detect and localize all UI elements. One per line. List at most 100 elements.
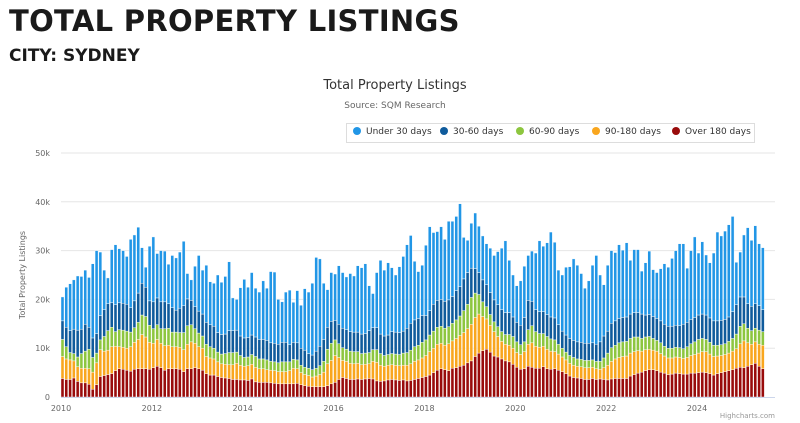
bar-60-90-days xyxy=(549,338,553,352)
bar-90-180-days xyxy=(545,348,549,369)
bar-90-180-days xyxy=(605,365,610,381)
bar-60-90-days xyxy=(128,331,133,347)
bar-over-180-days xyxy=(526,366,530,398)
bar-over-180-days xyxy=(269,382,273,398)
bar-90-180-days xyxy=(390,364,394,380)
bar-30-60-days xyxy=(473,268,477,294)
bar-90-180-days xyxy=(128,346,133,372)
bar-over-180-days xyxy=(666,374,670,398)
bar-90-180-days xyxy=(68,359,72,380)
bar-over-180-days xyxy=(178,368,182,398)
bar-30-60-days xyxy=(280,342,284,363)
bar-30-60-days xyxy=(753,303,757,329)
bar-over-180-days xyxy=(98,376,103,398)
bar-under-30-days xyxy=(219,282,224,335)
bar-90-180-days xyxy=(227,364,231,379)
bar-30-60-days xyxy=(272,343,277,363)
bar-over-180-days xyxy=(72,377,76,398)
bar-under-30-days xyxy=(257,291,262,340)
bar-60-90-days xyxy=(439,326,443,344)
bar-over-180-days xyxy=(318,386,322,398)
bar-under-30-days xyxy=(200,269,205,315)
bar-under-30-days xyxy=(306,291,311,354)
bar-60-90-days xyxy=(371,349,375,362)
bar-under-30-days xyxy=(594,255,598,345)
bar-60-90-days xyxy=(151,328,156,344)
bar-90-180-days xyxy=(681,358,686,375)
bar-under-30-days xyxy=(484,243,489,285)
bar-30-60-days xyxy=(613,320,617,346)
bar-90-180-days xyxy=(685,357,689,375)
bar-over-180-days xyxy=(261,382,265,398)
bar-60-90-days xyxy=(526,329,530,345)
bar-30-60-days xyxy=(412,319,417,347)
bar-30-60-days xyxy=(110,302,114,328)
bar-60-90-days xyxy=(314,368,318,377)
bar-30-60-days xyxy=(106,303,110,331)
bar-over-180-days xyxy=(87,384,91,398)
bar-under-30-days xyxy=(435,231,439,301)
bar-90-180-days xyxy=(91,371,95,390)
bar-under-30-days xyxy=(632,249,636,313)
bar-90-180-days xyxy=(401,365,405,381)
legend-item-30-60[interactable]: 30-60 days xyxy=(440,127,503,137)
legend-item-90-180[interactable]: 90-180 days xyxy=(592,127,661,137)
bar-30-60-days xyxy=(363,333,368,354)
bar-90-180-days xyxy=(689,355,693,374)
legend-item-over-180[interactable]: Over 180 days xyxy=(672,127,751,137)
bar-over-180-days xyxy=(571,377,576,398)
bar-30-60-days xyxy=(624,316,629,342)
bar-90-180-days xyxy=(499,341,504,360)
bar-90-180-days xyxy=(386,365,390,381)
bar-under-30-days xyxy=(352,275,356,333)
bar-30-60-days xyxy=(742,296,746,324)
bar-over-180-days xyxy=(568,375,572,398)
bar-60-90-days xyxy=(636,336,640,351)
bar-over-180-days xyxy=(734,368,739,398)
legend-item-60-90[interactable]: 60-90 days xyxy=(516,127,579,137)
bar-under-30-days xyxy=(431,232,436,305)
bar-under-30-days xyxy=(446,221,451,301)
bar-30-60-days xyxy=(568,338,572,356)
bar-under-30-days xyxy=(382,269,386,337)
bar-over-180-days xyxy=(322,386,326,398)
bar-30-60-days xyxy=(640,313,644,339)
bar-under-30-days xyxy=(727,224,731,318)
bar-90-180-days xyxy=(189,341,193,369)
bar-30-60-days xyxy=(738,296,742,327)
bar-over-180-days xyxy=(681,373,686,398)
bar-over-180-days xyxy=(219,377,224,398)
bar-90-180-days xyxy=(166,345,171,369)
bar-90-180-days xyxy=(749,344,754,365)
bar-over-180-days xyxy=(310,386,315,398)
highcharts-credit[interactable]: Highcharts.com xyxy=(719,412,775,420)
bar-30-60-days xyxy=(598,341,602,362)
bar-30-60-days xyxy=(125,304,129,332)
bar-90-180-days xyxy=(94,362,99,385)
bar-under-30-days xyxy=(132,234,137,302)
bar-30-60-days xyxy=(518,325,523,345)
legend-item-under-30[interactable]: Under 30 days xyxy=(353,127,432,137)
bar-under-30-days xyxy=(579,273,583,343)
bar-60-90-days xyxy=(163,328,167,346)
bar-over-180-days xyxy=(306,386,311,398)
bar-under-30-days xyxy=(628,260,633,315)
bar-60-90-days xyxy=(541,333,545,347)
bar-30-60-days xyxy=(507,312,511,335)
bar-under-30-days xyxy=(121,250,125,304)
bar-over-180-days xyxy=(174,368,178,398)
bar-under-30-days xyxy=(322,283,326,340)
bar-30-60-days xyxy=(219,334,224,355)
bar-30-60-days xyxy=(227,330,231,353)
bar-under-30-days xyxy=(79,276,84,330)
bar-90-180-days xyxy=(98,349,103,377)
bar-60-90-days xyxy=(98,339,103,350)
bar-under-30-days xyxy=(87,277,91,328)
bar-under-30-days xyxy=(140,247,144,284)
bar-60-90-days xyxy=(761,331,765,346)
bar-90-180-days xyxy=(662,355,667,374)
bar-90-180-days xyxy=(106,349,110,375)
bar-30-60-days xyxy=(552,317,557,341)
bar-under-30-days xyxy=(238,287,243,337)
bar-under-30-days xyxy=(424,245,428,316)
